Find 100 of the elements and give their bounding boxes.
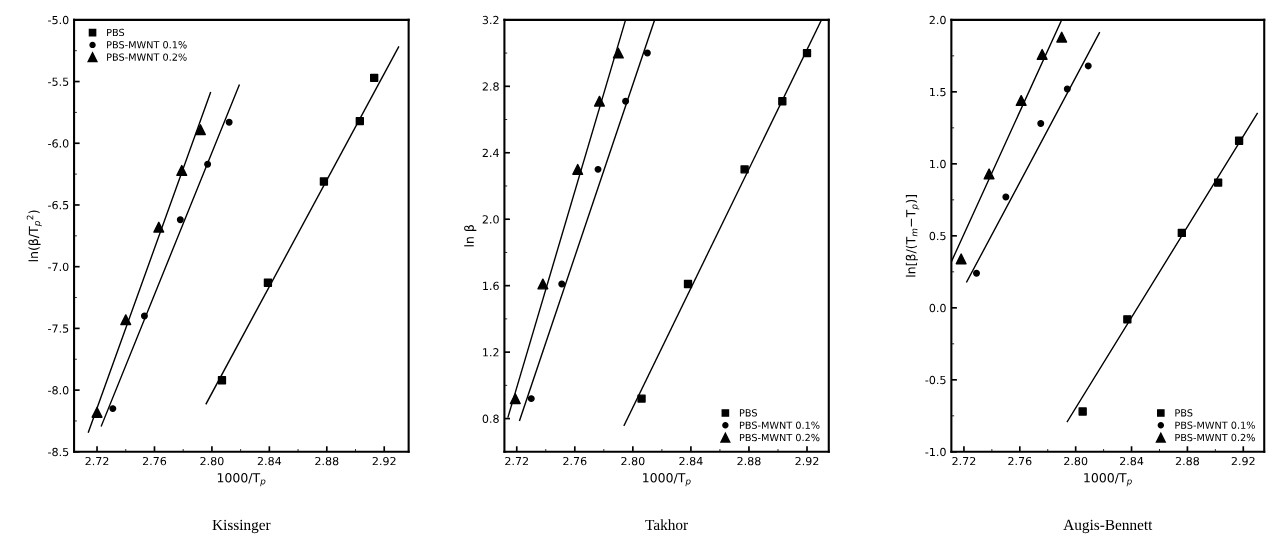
x-tick-label: 2.88: [1175, 456, 1200, 466]
legend-label: PBS-MWNT 0.2%: [107, 53, 187, 61]
point: [204, 160, 212, 168]
point: [176, 164, 188, 176]
x-tick-label: 2.80: [621, 456, 645, 466]
legend-label: PBS-MWNT 0.1%: [1175, 421, 1255, 429]
point: [683, 279, 693, 289]
x-tick-label: 2.72: [85, 456, 109, 466]
x-tick-label: 2.72: [952, 456, 976, 466]
y-tick-label: 1.6: [483, 281, 499, 291]
point: [593, 95, 606, 107]
point: [1123, 315, 1132, 324]
x-tick-label: 2.92: [795, 456, 819, 466]
point: [91, 406, 103, 418]
point: [637, 394, 646, 403]
point: [802, 48, 812, 58]
y-tick-label: 1.5: [930, 87, 946, 97]
x-tick-label: 2.76: [563, 456, 587, 466]
point: [225, 118, 233, 126]
legend-label: PBS-MWNT 0.1%: [739, 421, 820, 429]
y-tick-label: -0.5: [925, 375, 946, 385]
x-tick-label: 2.84: [1119, 456, 1144, 466]
point: [572, 163, 584, 175]
point: [217, 376, 227, 385]
x-tick-label: 2.76: [1008, 456, 1032, 466]
text: Takhor: [645, 519, 688, 531]
y-tick-label: -7.0: [48, 262, 69, 272]
y-tick-label: -5.0: [48, 15, 69, 25]
x-tick-label: 2.76: [142, 456, 167, 466]
legend-label: PBS-MWNT 0.2%: [739, 433, 820, 442]
point: [1063, 85, 1071, 93]
x-tick-label: 2.92: [1231, 456, 1255, 466]
legend-label: PBS: [739, 409, 757, 417]
legend-label: PBS: [107, 28, 125, 37]
y-tick-label: 0.5: [929, 231, 946, 241]
point: [594, 165, 602, 173]
point: [527, 395, 535, 403]
y-tick-label: 0.8: [482, 414, 499, 423]
y-tick-label: -8.5: [48, 447, 69, 457]
y-tick-label: 1.0: [930, 159, 946, 169]
y-tick-label: -5.5: [48, 77, 69, 86]
legend-label: PBS-MWNT 0.2%: [1175, 433, 1255, 442]
y-axis-title: ln(β/T$_{p}$$^{2}$): [26, 210, 42, 262]
point: [1036, 48, 1048, 60]
point: [537, 278, 549, 290]
point: [1056, 31, 1068, 43]
x-tick-label: 2.80: [200, 456, 224, 466]
point: [355, 116, 364, 126]
text: Kissinger: [212, 519, 271, 534]
x-tick-label: 2.92: [372, 456, 396, 466]
y-tick-label: 2.0: [482, 215, 499, 224]
point: [140, 312, 148, 320]
x-tick-label: 2.80: [1064, 456, 1088, 466]
y-axis-title: ln β: [464, 225, 477, 247]
y-tick-label: 3.2: [482, 15, 499, 25]
point: [1084, 62, 1092, 70]
legend-label: PBS: [1175, 409, 1193, 417]
point: [263, 278, 273, 287]
text: Augis-Bennett: [1063, 519, 1153, 534]
x-tick-label: 2.88: [315, 456, 339, 466]
point: [1078, 407, 1087, 416]
point: [622, 97, 630, 105]
point: [370, 73, 379, 83]
point: [612, 47, 624, 59]
y-tick-label: -1.0: [925, 447, 946, 457]
x-tick-label: 2.84: [257, 456, 282, 466]
y-tick-label: 2.0: [929, 15, 946, 25]
legend-label: PBS-MWNT 0.1%: [107, 41, 187, 49]
y-tick-label: -6.0: [48, 139, 69, 148]
x-tick-label: 2.72: [505, 456, 529, 466]
point: [509, 393, 521, 405]
point: [1015, 94, 1027, 107]
y-tick-label: 2.4: [482, 148, 499, 157]
y-tick-label: -6.5: [48, 200, 69, 210]
x-axis-title: 1000/T$_{p}$: [1084, 472, 1132, 487]
point: [1037, 120, 1045, 127]
point: [176, 216, 184, 224]
y-tick-label: 0.0: [929, 303, 946, 313]
y-tick-label: 2.8: [482, 82, 499, 91]
point: [153, 221, 165, 233]
point: [983, 168, 995, 180]
y-tick-label: -8.0: [48, 386, 69, 395]
point: [778, 97, 787, 106]
point: [1002, 193, 1010, 201]
x-tick-label: 2.84: [679, 456, 703, 466]
point: [194, 124, 206, 136]
y-axis-title: ln[β/(T$_{m}$−T$_{p}$)]: [905, 195, 920, 277]
point: [109, 405, 117, 413]
y-tick-label: 1.2: [483, 348, 499, 357]
point: [1213, 178, 1223, 187]
point: [740, 165, 749, 174]
point: [973, 269, 980, 277]
point: [319, 177, 329, 186]
point: [643, 49, 651, 57]
point: [120, 314, 132, 326]
y-tick-label: -7.5: [48, 324, 69, 333]
x-tick-label: 2.88: [737, 456, 761, 466]
x-axis-title: 1000/T$_{p}$: [643, 472, 691, 487]
point: [1177, 228, 1186, 238]
point: [955, 253, 967, 265]
